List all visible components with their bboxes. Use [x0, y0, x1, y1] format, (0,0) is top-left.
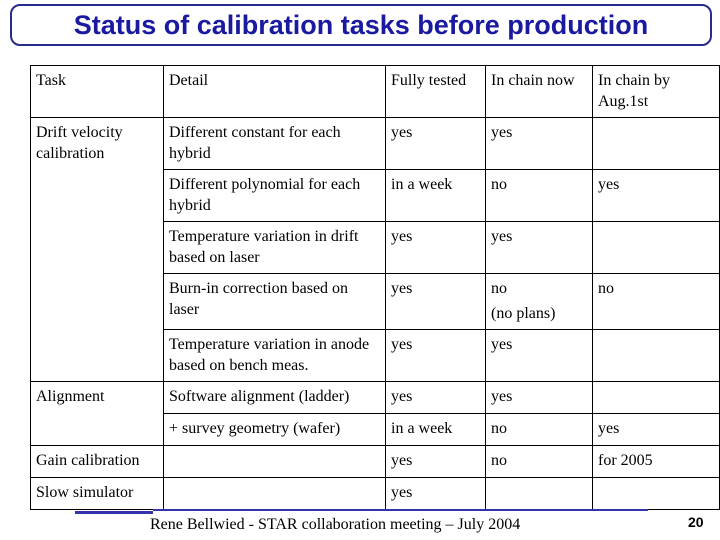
footer-divider-left — [75, 511, 153, 514]
header-in-chain-by-aug: In chain by Aug.1st — [592, 65, 720, 118]
table-row: Gain calibration yes no for 2005 — [30, 445, 720, 478]
task-cell: Gain calibration — [30, 445, 164, 478]
fully-tested-cell: yes — [385, 477, 486, 510]
task-cell: Slow simulator — [30, 477, 164, 510]
detail-cell: Different constant for each hybrid — [163, 117, 386, 170]
task-cell: Alignment — [30, 381, 164, 414]
in-chain-by-aug-cell — [592, 221, 720, 274]
in-chain-by-aug-cell: no — [592, 273, 720, 330]
table-row: + survey geometry (wafer) in a week no y… — [30, 413, 720, 446]
in-chain-now-cell: yes — [485, 381, 593, 414]
task-cell — [30, 413, 164, 446]
table-row: Different polynomial for each hybrid in … — [30, 169, 720, 222]
task-cell — [30, 169, 164, 222]
in-chain-now-cell: no — [485, 169, 593, 222]
detail-cell — [163, 445, 386, 478]
table-row: Alignment Software alignment (ladder) ye… — [30, 381, 720, 414]
fully-tested-cell: yes — [385, 381, 486, 414]
calibration-status-table: Task Detail Fully tested In chain now In… — [30, 65, 720, 510]
in-chain-now-cell: yes — [485, 329, 593, 382]
header-fully-tested: Fully tested — [385, 65, 486, 118]
fully-tested-cell: in a week — [385, 169, 486, 222]
fully-tested-cell: yes — [385, 445, 486, 478]
title-box: Status of calibration tasks before produ… — [10, 4, 712, 46]
detail-cell: Temperature variation in anode based on … — [163, 329, 386, 382]
task-cell — [30, 221, 164, 274]
in-chain-now-note: (no plans) — [491, 305, 556, 322]
in-chain-by-aug-cell: yes — [592, 413, 720, 446]
fully-tested-cell: in a week — [385, 413, 486, 446]
in-chain-by-aug-cell — [592, 477, 720, 510]
in-chain-by-aug-cell — [592, 117, 720, 170]
page-number: 20 — [688, 514, 704, 530]
table-row: Slow simulator yes — [30, 477, 720, 510]
table-row: Drift velocity calibration Different con… — [30, 117, 720, 170]
header-detail: Detail — [163, 65, 386, 118]
header-in-chain-now: In chain now — [485, 65, 593, 118]
detail-cell: Burn-in correction based on laser — [163, 273, 386, 330]
table-row: Temperature variation in anode based on … — [30, 329, 720, 382]
fully-tested-cell: yes — [385, 221, 486, 274]
detail-cell: + survey geometry (wafer) — [163, 413, 386, 446]
task-cell — [30, 273, 164, 330]
in-chain-now-cell — [485, 477, 593, 510]
slide-title: Status of calibration tasks before produ… — [73, 9, 649, 40]
in-chain-by-aug-cell — [592, 329, 720, 382]
fully-tested-cell: yes — [385, 273, 486, 330]
in-chain-now-cell: yes — [485, 117, 593, 170]
in-chain-by-aug-cell — [592, 381, 720, 414]
detail-cell: Different polynomial for each hybrid — [163, 169, 386, 222]
in-chain-now-cell: yes — [485, 221, 593, 274]
detail-cell: Temperature variation in drift based on … — [163, 221, 386, 274]
fully-tested-cell: yes — [385, 329, 486, 382]
in-chain-now-value: no — [491, 280, 507, 297]
in-chain-now-cell: no — [485, 413, 593, 446]
in-chain-by-aug-cell: for 2005 — [592, 445, 720, 478]
fully-tested-cell: yes — [385, 117, 486, 170]
in-chain-now-cell: no (no plans) — [485, 273, 593, 330]
footer-text: Rene Bellwied - STAR collaboration meeti… — [150, 516, 521, 533]
table-row: Burn-in correction based on laser yes no… — [30, 273, 720, 330]
footer-divider-right — [153, 509, 648, 511]
detail-cell — [163, 477, 386, 510]
header-task: Task — [30, 65, 164, 118]
detail-cell: Software alignment (ladder) — [163, 381, 386, 414]
in-chain-by-aug-cell: yes — [592, 169, 720, 222]
table-header-row: Task Detail Fully tested In chain now In… — [30, 65, 720, 118]
in-chain-now-cell: no — [485, 445, 593, 478]
task-cell: Drift velocity calibration — [30, 117, 164, 170]
table-row: Temperature variation in drift based on … — [30, 221, 720, 274]
task-cell — [30, 329, 164, 382]
